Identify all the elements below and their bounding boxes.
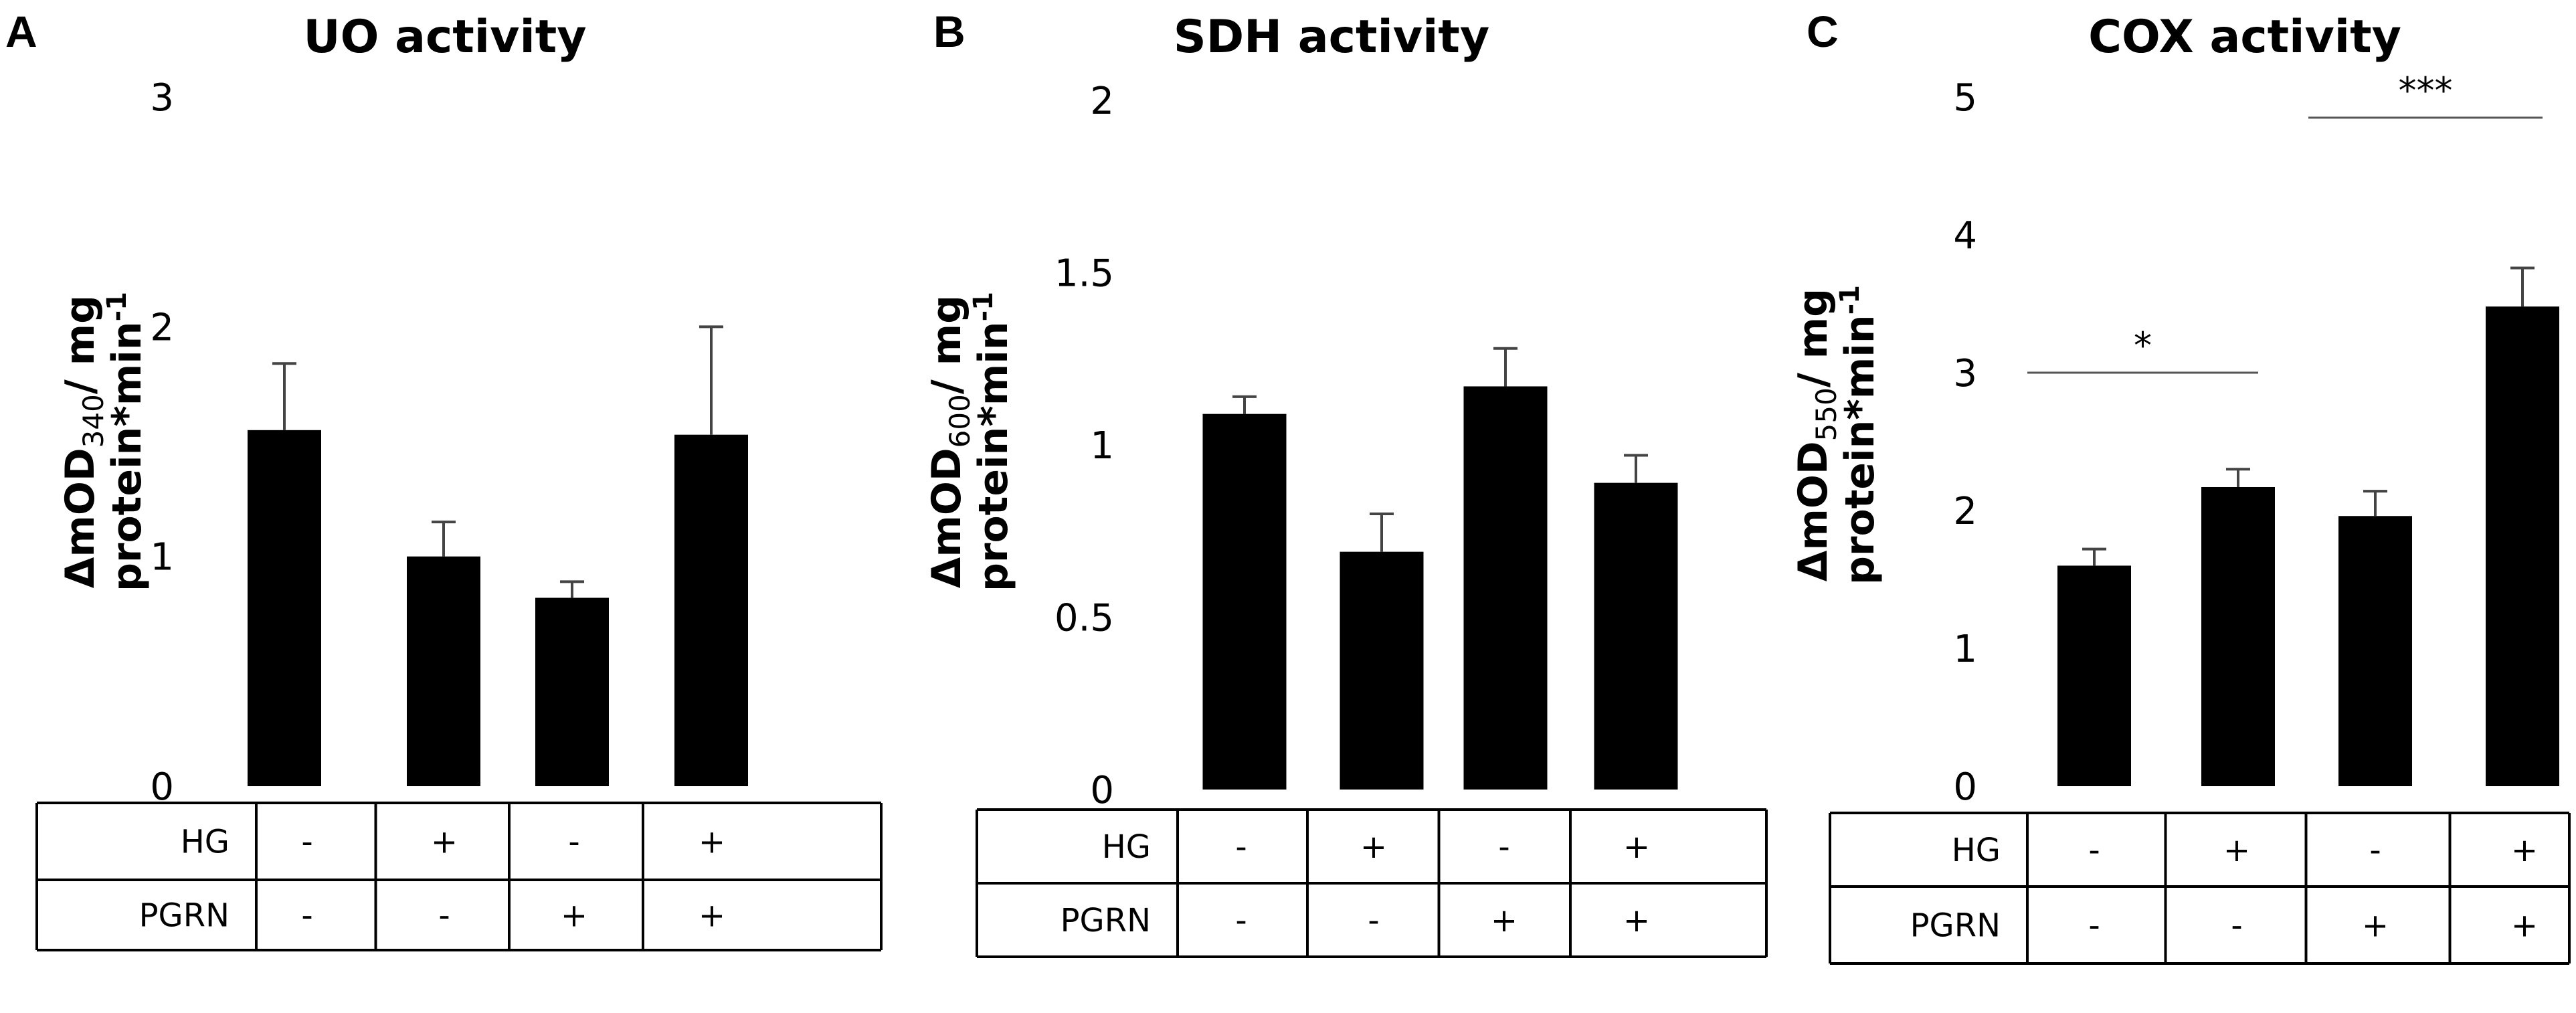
condition-cell: + [1491, 902, 1517, 939]
y-tick-label: 2 [1090, 80, 1114, 123]
panel-letter: A [5, 7, 37, 56]
y-tick-label: 3 [1953, 352, 1977, 395]
chart-panel-b: B SDH activity 0 0.5 1 1.5 2 ΔmOD600/ mg protein… [923, 7, 1768, 958]
bar [407, 556, 480, 786]
condition-cell: - [2088, 907, 2100, 945]
y-tick-label: 1.5 [1054, 252, 1114, 296]
bar [2486, 306, 2559, 786]
significance-label: *** [2399, 70, 2453, 112]
panel-letter: C [1807, 7, 1839, 56]
bar [2201, 486, 2275, 786]
y-axis-label: ΔmOD340/ mg protein*min-1 [57, 292, 151, 591]
y-axis-label-main: ΔmOD [923, 448, 970, 588]
condition-cell: - [301, 824, 312, 861]
condition-cell: - [1498, 828, 1509, 866]
y-tick-label: 1 [150, 536, 174, 579]
y-axis-label-line1: ΔmOD340/ mg [57, 295, 110, 588]
y-tick-label: 1 [1090, 424, 1114, 468]
y-axis-label: ΔmOD600/ mg protein*min-1 [923, 292, 1017, 591]
bar [2338, 516, 2412, 786]
y-tick-label: 0 [1090, 769, 1114, 812]
y-axis-label-superscript: -1 [1835, 285, 1865, 314]
y-axis-label-subscript: 550 [1810, 387, 1843, 441]
y-axis-label-subscript: 340 [77, 394, 110, 448]
y-axis-label-rate: protein*min [1837, 314, 1883, 585]
y-axis-label-line2: protein*min-1 [968, 292, 1017, 591]
condition-cell: - [1235, 902, 1247, 939]
y-axis-label-superscript: -1 [102, 292, 132, 321]
bar [1463, 386, 1548, 790]
y-axis-label-superscript: -1 [968, 292, 999, 321]
bar [674, 434, 748, 786]
panel-letter: B [933, 7, 965, 56]
y-tick-label: 5 [1953, 76, 1977, 120]
y-axis-label-line1: ΔmOD600/ mg [923, 295, 976, 588]
condition-cell: + [2511, 832, 2538, 869]
condition-label: PGRN [1910, 907, 2001, 945]
condition-cell: + [561, 897, 587, 935]
condition-cell: + [2511, 907, 2538, 945]
condition-table: HG - + - + PGRN - - + + [35, 802, 883, 951]
y-axis-label-main: ΔmOD [57, 448, 104, 588]
y-axis-label-unit: / mg [923, 295, 970, 394]
y-axis-label-unit: / mg [1790, 288, 1837, 387]
y-tick-label: 2 [150, 306, 174, 349]
condition-cell: - [1235, 828, 1247, 866]
condition-cell: + [1623, 828, 1650, 866]
y-axis-label-line1: ΔmOD550/ mg [1790, 288, 1843, 581]
y-tick-label: 2 [1953, 490, 1977, 533]
condition-cell: + [1623, 902, 1650, 939]
condition-label: HG [181, 824, 229, 861]
condition-cell: + [1360, 828, 1387, 866]
y-tick-label: 4 [1953, 214, 1977, 258]
chart-panel-c: C COX activity 0 1 2 3 4 5 ΔmOD550/ mg protein*mi… [1790, 7, 2571, 965]
y-axis-label-unit: / mg [57, 295, 104, 394]
condition-cell: + [699, 824, 725, 861]
bar [2057, 565, 2131, 786]
y-tick-label: 1 [1953, 628, 1977, 671]
y-tick-label: 0 [1953, 765, 1977, 809]
condition-cell: - [2369, 832, 2381, 869]
y-axis-label-subscript: 600 [943, 394, 976, 448]
condition-table: HG - + - + PGRN - - + + [976, 808, 1768, 958]
bar [535, 597, 609, 786]
condition-cell: - [438, 897, 450, 935]
condition-label: HG [1952, 832, 2001, 869]
condition-table: HG - + - + PGRN - - + + [1829, 812, 2571, 965]
chart-title: UO activity [303, 11, 586, 64]
y-axis-label-rate: protein*min [970, 321, 1017, 591]
y-axis-label: ΔmOD550/ mg protein*min-1 [1790, 285, 1883, 585]
condition-cell: - [301, 897, 312, 935]
y-tick-label: 0.5 [1054, 597, 1114, 640]
condition-label: HG [1102, 828, 1151, 866]
condition-label: PGRN [139, 897, 229, 935]
bar [1340, 551, 1424, 790]
condition-cell: - [568, 824, 579, 861]
condition-cell: + [431, 824, 458, 861]
condition-cell: - [2088, 832, 2100, 869]
chart-title: COX activity [2088, 11, 2401, 64]
condition-cell: + [2223, 832, 2250, 869]
condition-cell: - [1368, 902, 1379, 939]
y-axis-label-line2: protein*min-1 [102, 292, 151, 591]
chart-title: SDH activity [1174, 11, 1489, 64]
condition-cell: + [699, 897, 725, 935]
bar [1202, 413, 1287, 790]
condition-cell: + [2362, 907, 2389, 945]
significance-label: * [2134, 325, 2152, 367]
y-axis-label-line2: protein*min-1 [1835, 285, 1883, 585]
condition-label: PGRN [1061, 902, 1151, 939]
bar [1594, 482, 1678, 790]
bar [248, 430, 321, 786]
y-axis-label-main: ΔmOD [1790, 441, 1837, 581]
condition-cell: - [2231, 907, 2242, 945]
y-axis-label-rate: protein*min [104, 321, 151, 591]
y-tick-label: 3 [150, 76, 174, 120]
